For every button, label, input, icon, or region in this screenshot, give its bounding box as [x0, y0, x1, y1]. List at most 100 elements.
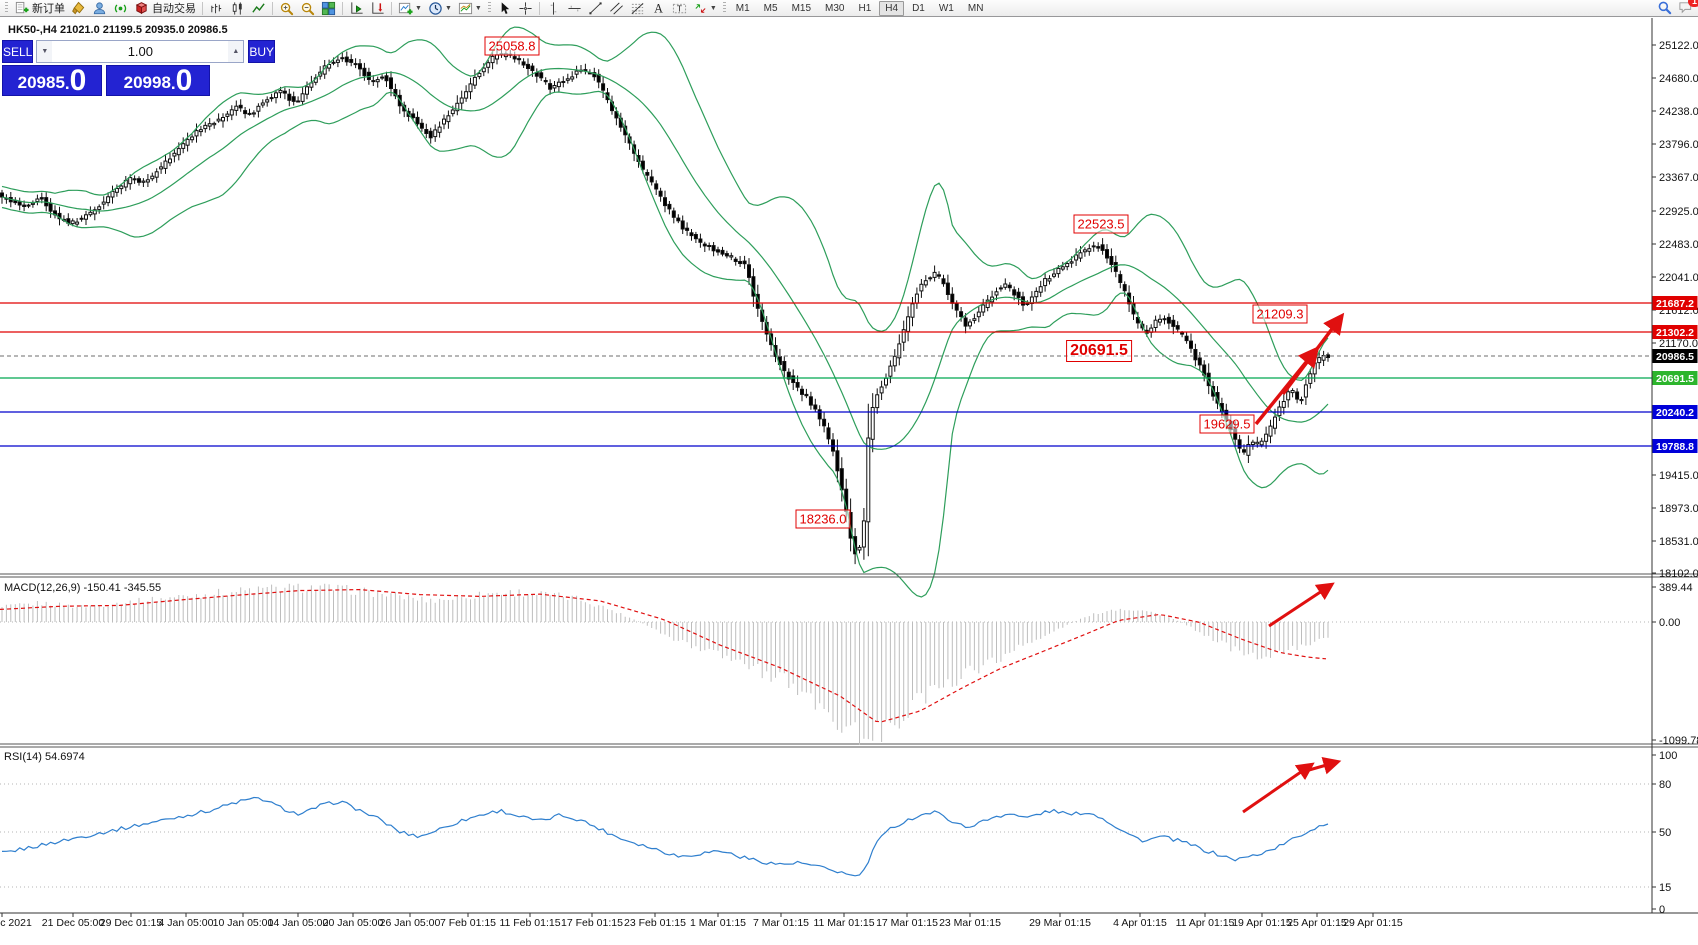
horizontal-line-button[interactable]: [565, 0, 584, 16]
arrows-button[interactable]: ▼: [691, 0, 719, 16]
rsi-indicator-label: RSI(14) 54.6974: [4, 751, 85, 763]
crosshair-icon: [519, 1, 532, 15]
svg-text:18973.0: 18973.0: [1659, 503, 1698, 515]
timeframe-m15-button[interactable]: M15: [791, 2, 812, 14]
text-icon: A: [654, 1, 663, 15]
price-annotation-18236-0[interactable]: 18236.0: [795, 509, 851, 529]
profile-icon: [93, 1, 106, 14]
buy-price-button[interactable]: 20998. 0: [106, 65, 210, 96]
toolbar-grip[interactable]: [5, 2, 8, 14]
toolbar-right-group: 1: [1654, 0, 1698, 16]
chevron-down-icon[interactable]: ▼: [415, 4, 422, 12]
text-button[interactable]: A: [649, 0, 668, 16]
sell-button[interactable]: SELL: [2, 40, 34, 63]
chevron-down-icon[interactable]: ▼: [474, 4, 482, 12]
crosshair-button[interactable]: [516, 0, 535, 16]
price-annotation-25058-8[interactable]: 25058.8: [484, 36, 540, 56]
price-annotation-21209-3[interactable]: 21209.3: [1252, 304, 1308, 324]
toolbar-separator: [342, 1, 343, 15]
buy-button[interactable]: BUY: [248, 40, 276, 63]
candlestick-button[interactable]: [228, 0, 247, 16]
cursor-button[interactable]: [495, 0, 514, 16]
bar-chart-button[interactable]: [207, 0, 226, 16]
autoscroll-button[interactable]: [347, 0, 366, 16]
chart-shift-button[interactable]: [368, 0, 387, 16]
sell-price-main: 20985: [17, 73, 65, 92]
timeframe-w1-button[interactable]: W1: [938, 2, 954, 14]
line-chart-icon: [252, 2, 265, 13]
label-icon: T: [672, 3, 686, 13]
timeframe-d1-button[interactable]: D1: [912, 2, 925, 14]
trend-arrows-main[interactable]: [1254, 312, 1345, 426]
text-label-button[interactable]: T: [670, 0, 689, 16]
bollinger-bands: [1, 26, 1329, 598]
price-annotation-19629-5[interactable]: 19629.5: [1199, 414, 1255, 434]
volume-decrease-button[interactable]: ▼: [37, 41, 53, 62]
highlighter-icon: [72, 1, 85, 14]
pane-separators[interactable]: [0, 573, 1698, 748]
chevron-down-icon[interactable]: ▼: [444, 4, 452, 12]
timeframe-h4-button[interactable]: H4: [879, 0, 905, 16]
rsi-level-lines: [0, 783, 1652, 888]
horizontal-level-lines[interactable]: [0, 302, 1652, 447]
autotrade-button[interactable]: 自动交易: [132, 0, 198, 16]
price-annotation-22523-5[interactable]: 22523.5: [1073, 214, 1129, 234]
svg-text:389.44: 389.44: [1659, 582, 1693, 594]
macd-indicator-label: MACD(12,26,9) -150.41 -345.55: [4, 582, 162, 594]
timeframe-m5-button[interactable]: M5: [763, 2, 778, 14]
tile-windows-button[interactable]: [319, 0, 338, 16]
templates-button[interactable]: ▼: [456, 0, 484, 16]
equidistant-channel-button[interactable]: [607, 0, 626, 16]
volume-increase-button[interactable]: ▲: [228, 41, 244, 62]
svg-text:7 Mar 01:15: 7 Mar 01:15: [753, 917, 809, 929]
svg-text:14 Jan 05:00: 14 Jan 05:00: [268, 917, 329, 929]
notification-badge: 1: [1687, 0, 1698, 7]
timeframe-m30-button[interactable]: M30: [825, 2, 845, 14]
highlighter-button[interactable]: [69, 0, 88, 16]
trend-arrows-macd[interactable]: [1268, 582, 1335, 628]
svg-text:23367.0: 23367.0: [1659, 172, 1698, 184]
buy-price-dot: .: [170, 74, 176, 93]
profile-button[interactable]: [90, 0, 109, 16]
periods-button[interactable]: ▼: [426, 0, 454, 16]
svg-text:26 Jan 05:00: 26 Jan 05:00: [380, 917, 441, 929]
svg-text:1 Mar 01:15: 1 Mar 01:15: [690, 917, 746, 929]
buy-price-big: 0: [175, 64, 193, 97]
search-button[interactable]: [1655, 0, 1674, 16]
zoom-out-button[interactable]: [298, 0, 317, 16]
sell-price-button[interactable]: 20985. 0: [2, 65, 102, 96]
indicators-button[interactable]: ▼: [396, 0, 424, 16]
macd-histogram: [1, 583, 1329, 745]
trendline-icon: [589, 1, 602, 14]
svg-text:15 Dec 2021: 15 Dec 2021: [0, 917, 32, 929]
cursor-icon: [501, 1, 509, 14]
trendline-button[interactable]: [586, 0, 605, 16]
chevron-down-icon[interactable]: ▼: [709, 4, 717, 12]
notifications-button[interactable]: 1: [1676, 0, 1698, 16]
price-annotation-20691-5[interactable]: 20691.5: [1066, 340, 1132, 362]
vertical-line-button[interactable]: [544, 0, 563, 16]
toolbar-grip[interactable]: [722, 2, 726, 14]
svg-text:11 Feb 01:15: 11 Feb 01:15: [499, 917, 560, 929]
signals-button[interactable]: [111, 0, 130, 16]
trend-arrows-rsi[interactable]: [1242, 757, 1342, 814]
toolbar-grip[interactable]: [487, 2, 491, 14]
timeframe-mn-button[interactable]: MN: [967, 2, 984, 14]
line-chart-button[interactable]: [249, 0, 268, 16]
autotrade-button-label: 自动交易: [152, 3, 196, 15]
volume-field: ▼ ▲: [36, 40, 245, 63]
fibonacci-button[interactable]: [628, 0, 647, 16]
price-axis[interactable]: 25122.0 24680.0 24238.0 23796.0 23367.0 22925…: [1652, 40, 1698, 916]
svg-text:23 Mar 01:15: 23 Mar 01:15: [939, 917, 1001, 929]
svg-text:21302.2: 21302.2: [1656, 327, 1694, 339]
svg-text:21170.0: 21170.0: [1659, 338, 1698, 350]
zoom-in-button[interactable]: [277, 0, 296, 16]
svg-text:22925.0: 22925.0: [1659, 206, 1698, 218]
volume-input[interactable]: [52, 41, 229, 62]
timeframe-m1-button[interactable]: M1: [735, 2, 750, 14]
macd-signal-line: [0, 588, 1327, 723]
new-order-button[interactable]: 新订单: [12, 0, 67, 16]
timeframe-h1-button[interactable]: H1: [858, 2, 872, 14]
